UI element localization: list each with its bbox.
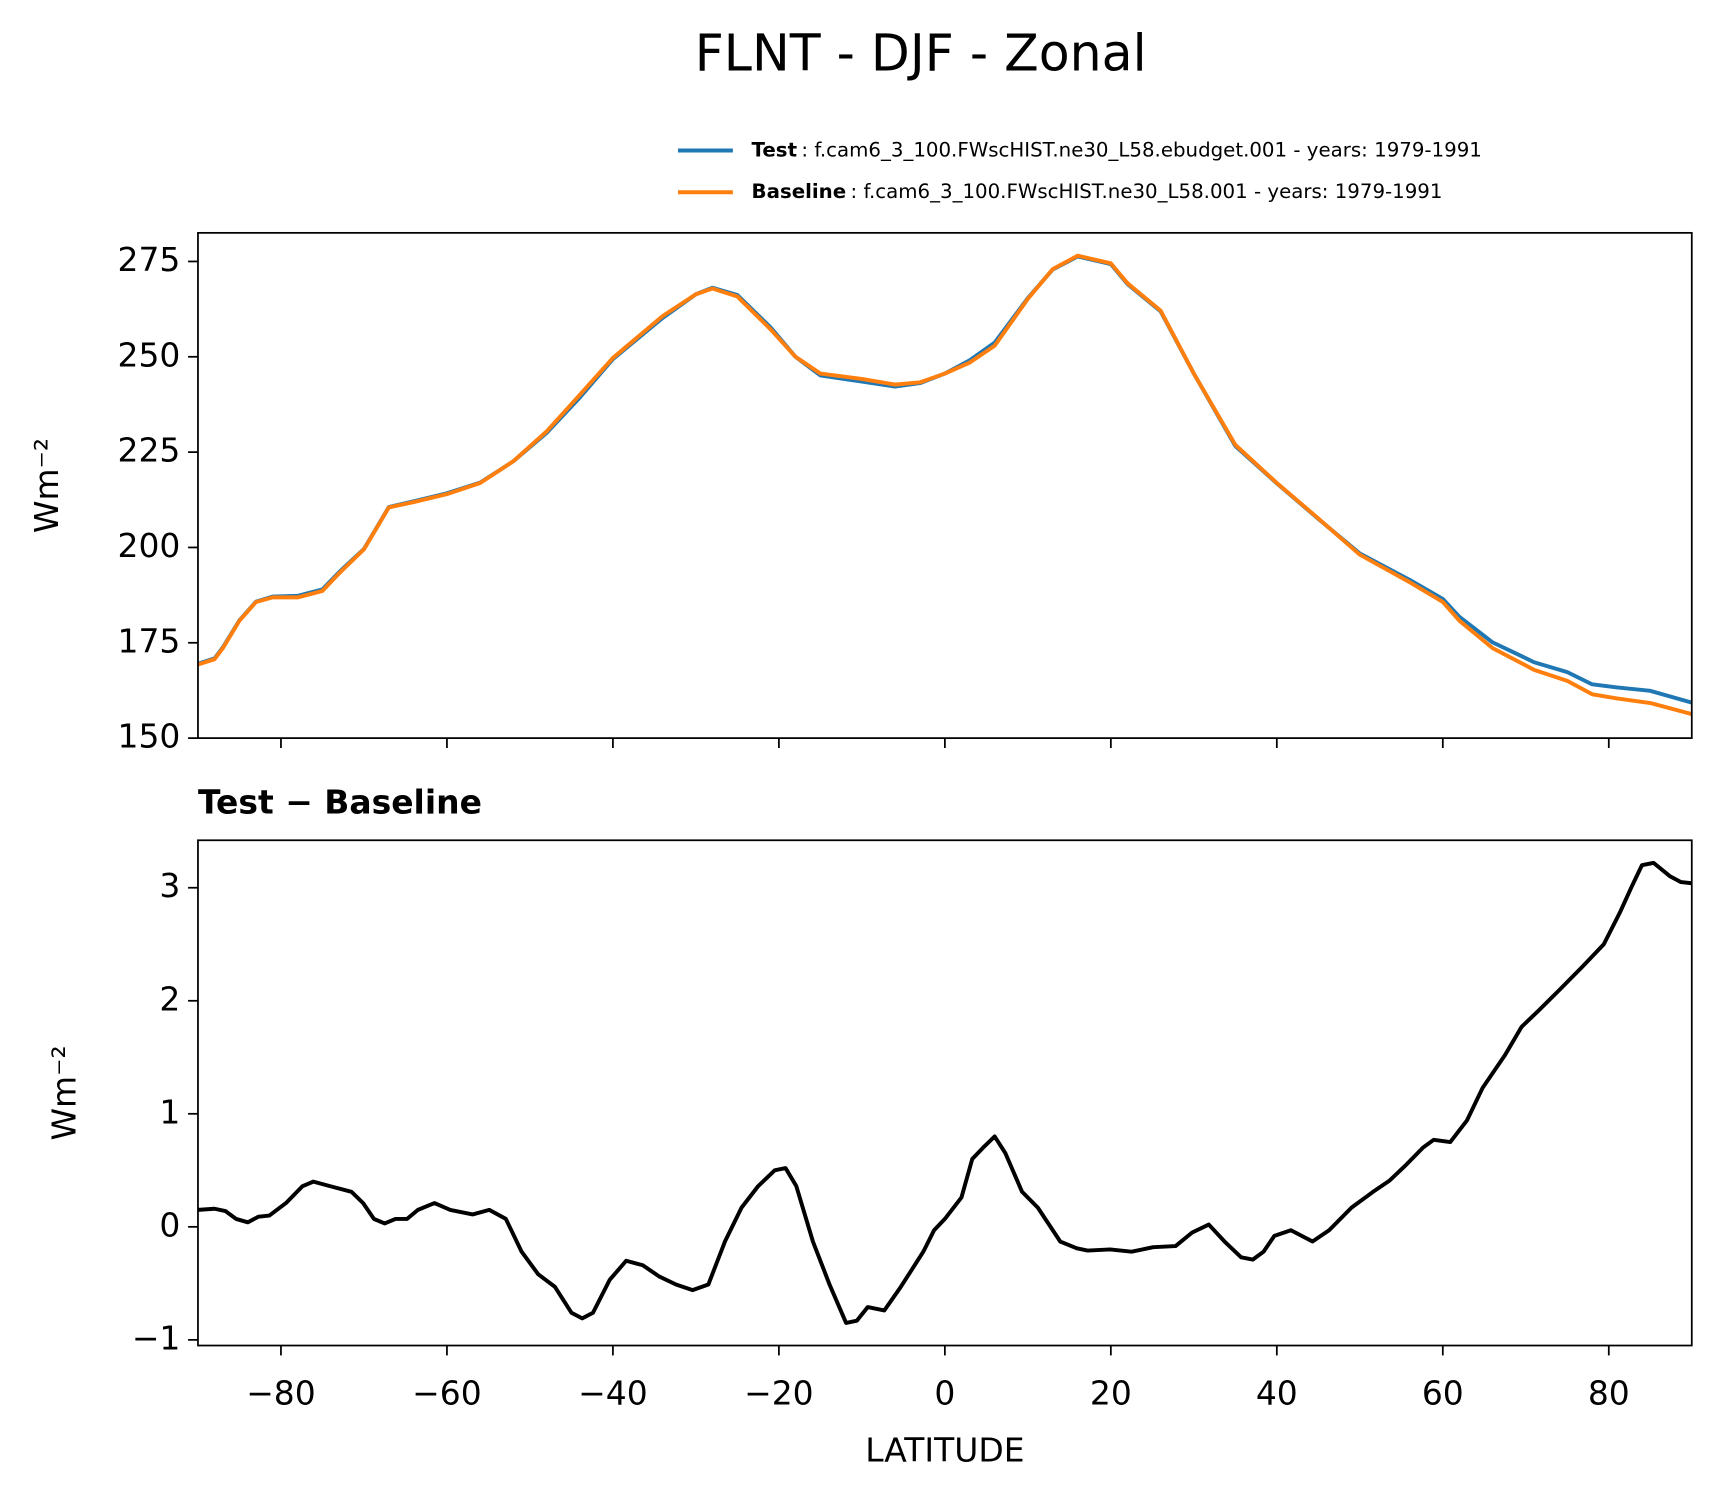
- legend-label: Test: f.cam6_3_100.FWscHIST.ne30_L58.ebu…: [752, 138, 1482, 161]
- y-tick-label: 250: [118, 335, 181, 374]
- y-tick-label: 1: [159, 1092, 180, 1131]
- x-tick-label: −40: [578, 1373, 648, 1412]
- y-tick-label: 225: [118, 431, 181, 470]
- x-tick-label: −20: [744, 1373, 814, 1412]
- y-tick-label: 3: [159, 866, 180, 905]
- figure-title: FLNT - DJF - Zonal: [695, 24, 1147, 83]
- legend-name: Baseline: [752, 180, 847, 203]
- x-tick-label: 80: [1588, 1373, 1630, 1412]
- x-tick-label: 20: [1090, 1373, 1132, 1412]
- legend-name: Test: [752, 138, 797, 161]
- axes-frame: [197, 839, 1693, 1347]
- series-line: [197, 253, 1692, 717]
- y-tick-label: 0: [159, 1205, 180, 1244]
- axes-frame: [197, 231, 1693, 739]
- x-tick-label: 40: [1256, 1373, 1298, 1412]
- x-tick-label: −60: [412, 1373, 482, 1412]
- y-tick-label: 200: [118, 526, 181, 565]
- y-tick-label: −1: [132, 1318, 181, 1357]
- x-axis-label: LATITUDE: [865, 1431, 1024, 1470]
- legend-description: : f.cam6_3_100.FWscHIST.ne30_L58.001 - y…: [851, 180, 1443, 203]
- y-tick-label: 150: [118, 717, 181, 756]
- y-tick-label: 175: [118, 621, 181, 660]
- axes-title: Test − Baseline: [198, 783, 482, 822]
- x-tick-label: 0: [934, 1373, 955, 1412]
- y-tick-label: 2: [159, 979, 180, 1018]
- legend-description: : f.cam6_3_100.FWscHIST.ne30_L58.ebudget…: [801, 138, 1481, 161]
- y-axis-label: Wm⁻²: [27, 438, 66, 533]
- series-line: [197, 860, 1692, 1325]
- y-axis-label: Wm⁻²: [45, 1045, 84, 1140]
- x-tick-label: −80: [246, 1373, 316, 1412]
- x-tick-label: 60: [1422, 1373, 1464, 1412]
- legend-label: Baseline: f.cam6_3_100.FWscHIST.ne30_L58…: [752, 180, 1443, 203]
- y-tick-label: 275: [118, 240, 181, 279]
- series-line: [197, 254, 1692, 705]
